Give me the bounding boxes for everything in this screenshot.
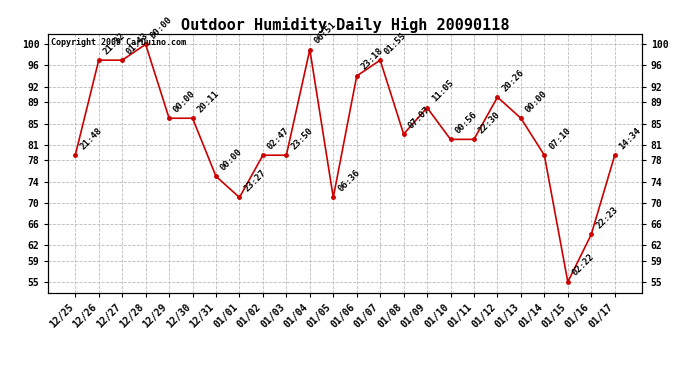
Text: 01:43: 01:43 (125, 31, 150, 56)
Text: 23:50: 23:50 (289, 126, 315, 151)
Text: 20:11: 20:11 (195, 89, 221, 114)
Text: 07:07: 07:07 (406, 105, 432, 130)
Text: 00:00: 00:00 (219, 147, 244, 172)
Text: 06:51: 06:51 (313, 20, 338, 45)
Text: 00:00: 00:00 (524, 89, 549, 114)
Text: 20:26: 20:26 (500, 68, 526, 93)
Text: 22:30: 22:30 (477, 110, 502, 135)
Text: 22:23: 22:23 (594, 205, 620, 230)
Text: 06:36: 06:36 (336, 168, 362, 193)
Text: 14:34: 14:34 (618, 126, 643, 151)
Text: 00:56: 00:56 (453, 110, 479, 135)
Text: Copyright 2009 CarDuino.com: Copyright 2009 CarDuino.com (51, 38, 186, 46)
Text: 00:00: 00:00 (148, 15, 174, 40)
Text: 07:10: 07:10 (547, 126, 573, 151)
Text: 23:18: 23:18 (359, 46, 385, 72)
Text: 11:05: 11:05 (430, 78, 455, 104)
Text: 21:48: 21:48 (78, 126, 104, 151)
Text: 23:27: 23:27 (242, 168, 268, 193)
Text: 21:32: 21:32 (101, 31, 127, 56)
Text: 02:47: 02:47 (266, 126, 291, 151)
Title: Outdoor Humidity Daily High 20090118: Outdoor Humidity Daily High 20090118 (181, 16, 509, 33)
Text: 00:00: 00:00 (172, 89, 197, 114)
Text: 01:55: 01:55 (383, 31, 408, 56)
Text: 02:22: 02:22 (571, 252, 596, 278)
